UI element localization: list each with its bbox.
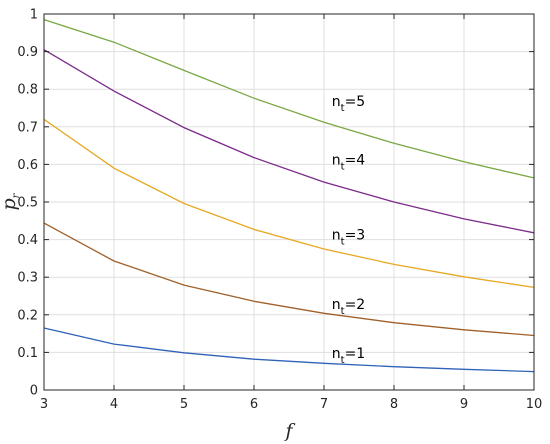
y-tick-label: 0.7 bbox=[17, 120, 38, 135]
y-axis-label-main: p bbox=[0, 198, 20, 210]
y-tick-label: 0.8 bbox=[17, 83, 38, 98]
x-tick-label: 4 bbox=[110, 397, 118, 412]
y-tick-label: 0.2 bbox=[17, 308, 38, 323]
series-line-nt-4 bbox=[43, 49, 535, 234]
series-label-sub: t bbox=[341, 306, 345, 317]
y-tick-label: 0.9 bbox=[17, 45, 38, 60]
x-tick-label: 3 bbox=[40, 397, 48, 412]
tick-labels: 3 4 5 6 7 8 9 10 0 0.1 0.2 0.3 0.4 0.5 0.6 0.7 0.8 0.9 1 bbox=[17, 8, 542, 413]
y-tick-label: 0.3 bbox=[17, 271, 38, 286]
series-label-nt-2: nt=2 bbox=[332, 297, 365, 317]
series-label-suffix: =1 bbox=[345, 346, 366, 362]
series-label-main: n bbox=[332, 94, 341, 110]
series-label-nt-3: nt=3 bbox=[332, 228, 365, 248]
series-label-suffix: =4 bbox=[345, 152, 366, 168]
y-tick-label: 0 bbox=[30, 384, 38, 399]
series-label-sub: t bbox=[341, 161, 345, 172]
y-axis-label: pr bbox=[0, 192, 22, 210]
x-tick-label: 10 bbox=[526, 397, 543, 412]
series-label-suffix: =5 bbox=[345, 94, 366, 110]
x-tick-label: 5 bbox=[180, 397, 188, 412]
series-label-suffix: =3 bbox=[345, 228, 366, 244]
series-lines bbox=[43, 18, 535, 373]
series-label-suffix: =2 bbox=[345, 297, 366, 313]
series-label-main: n bbox=[332, 346, 341, 362]
series-label-nt-4: nt=4 bbox=[332, 152, 366, 172]
y-tick-label: 0.4 bbox=[17, 233, 38, 248]
axis-ticks bbox=[43, 13, 535, 391]
series-label-nt-5: nt=5 bbox=[332, 94, 365, 114]
series-label-main: n bbox=[332, 152, 341, 168]
series-labels: nt=1nt=2nt=3nt=4nt=5 bbox=[332, 94, 366, 366]
x-axis-label: f bbox=[283, 420, 295, 442]
series-label-main: n bbox=[332, 297, 341, 313]
x-tick-label: 9 bbox=[460, 397, 468, 412]
y-tick-label: 0.1 bbox=[17, 346, 38, 361]
y-tick-label: 0.6 bbox=[17, 158, 38, 173]
series-line-nt-2 bbox=[43, 222, 535, 337]
x-tick-label: 8 bbox=[390, 397, 398, 412]
x-tick-label: 6 bbox=[250, 397, 258, 412]
y-axis-label-sub: r bbox=[11, 192, 22, 198]
series-line-nt-3 bbox=[43, 118, 535, 289]
y-tick-label: 1 bbox=[30, 8, 38, 23]
series-label-sub: t bbox=[341, 355, 345, 366]
series-label-sub: t bbox=[341, 237, 345, 248]
series-label-sub: t bbox=[341, 103, 345, 114]
series-label-main: n bbox=[332, 228, 341, 244]
x-tick-label: 7 bbox=[320, 397, 328, 412]
series-line-nt-5 bbox=[43, 18, 535, 179]
y-tick-label: 0.5 bbox=[17, 196, 38, 211]
series-label-nt-1: nt=1 bbox=[332, 346, 365, 366]
series-line-nt-1 bbox=[43, 327, 535, 373]
